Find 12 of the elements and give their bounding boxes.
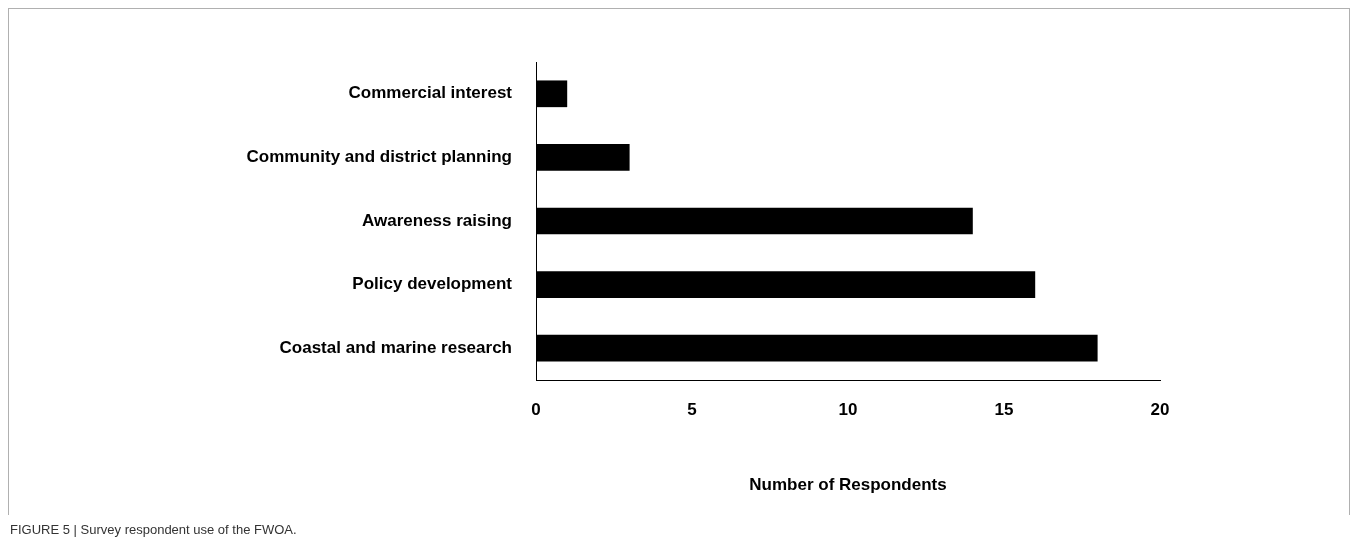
y-tick-label: Coastal and marine research	[279, 337, 512, 357]
x-axis-title: Number of Respondents	[749, 475, 947, 495]
x-tick-label: 0	[531, 399, 541, 419]
y-tick-label: Awareness raising	[362, 210, 512, 230]
y-tick-label: Commercial interest	[348, 83, 513, 103]
x-tick-label: 20	[1150, 399, 1170, 419]
x-tick-label: 5	[687, 399, 697, 419]
x-tick-label: 15	[994, 399, 1014, 419]
y-tick-label: Community and district planning	[246, 147, 512, 167]
y-tick-label: Policy development	[352, 274, 513, 294]
caption: FIGURE 5 | Survey respondent use of the FWOA.	[10, 522, 297, 537]
x-tick-label: 10	[838, 399, 858, 419]
